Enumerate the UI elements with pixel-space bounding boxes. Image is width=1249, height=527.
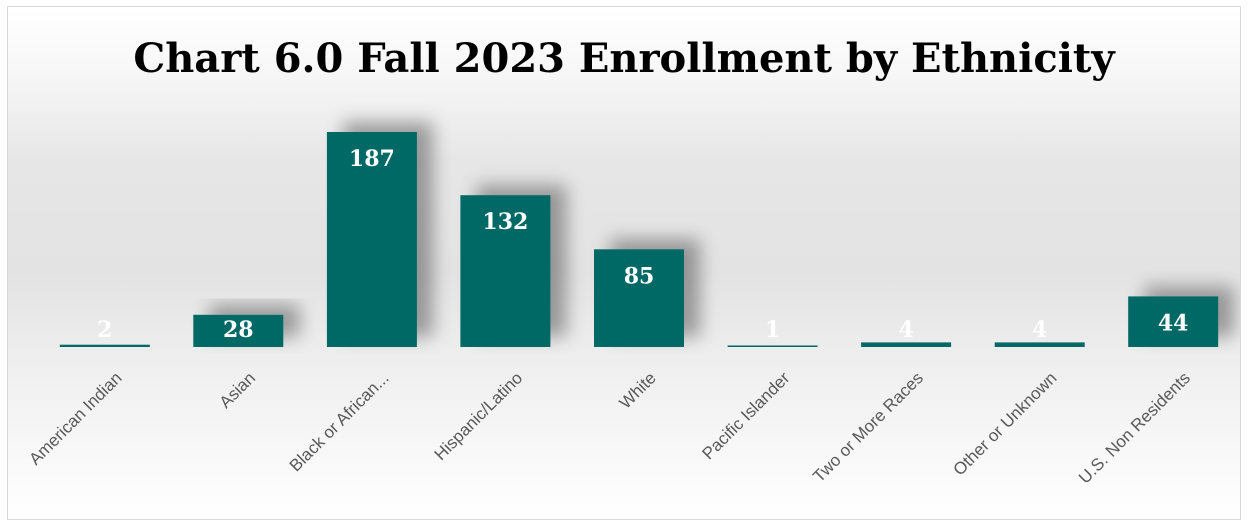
data-label-5: 85	[624, 263, 655, 289]
data-label-2: 28	[223, 317, 254, 343]
bar-9	[1128, 296, 1219, 347]
bar-2	[193, 314, 284, 347]
x-tick-label-5: White	[616, 368, 660, 412]
bar-7	[861, 342, 952, 347]
bar-8	[994, 342, 1085, 347]
x-tick-label-4: Hispanic/Latino	[431, 368, 527, 464]
data-label-6: 1	[765, 317, 780, 343]
chart-area: Chart 6.0 Fall 2023 Enrollment by Ethnic…	[7, 6, 1241, 520]
data-label-3: 187	[349, 146, 395, 172]
x-tick-label-1: American Indian	[25, 368, 125, 468]
data-label-8: 4	[1032, 317, 1047, 343]
x-tick-label-9: U.S. Non Residents	[1075, 368, 1194, 487]
x-tick-label-8: Other or Unknown	[950, 368, 1061, 479]
bar-6	[727, 345, 818, 347]
bar-1	[59, 344, 150, 347]
data-label-4: 132	[482, 209, 528, 235]
x-tick-label-6: Pacific Islander	[698, 368, 793, 463]
data-label-1: 2	[97, 317, 112, 343]
data-label-7: 4	[898, 317, 913, 343]
data-label-9: 44	[1158, 310, 1189, 336]
bar-5	[594, 249, 684, 347]
x-tick-label-3: Black or African...	[286, 368, 393, 475]
x-tick-label-2: Asian	[216, 368, 260, 412]
x-tick-label-7: Two or More Races	[809, 368, 927, 486]
chart-title: Chart 6.0 Fall 2023 Enrollment by Ethnic…	[133, 35, 1115, 82]
bar-3	[326, 132, 417, 347]
bar-4	[460, 195, 551, 347]
